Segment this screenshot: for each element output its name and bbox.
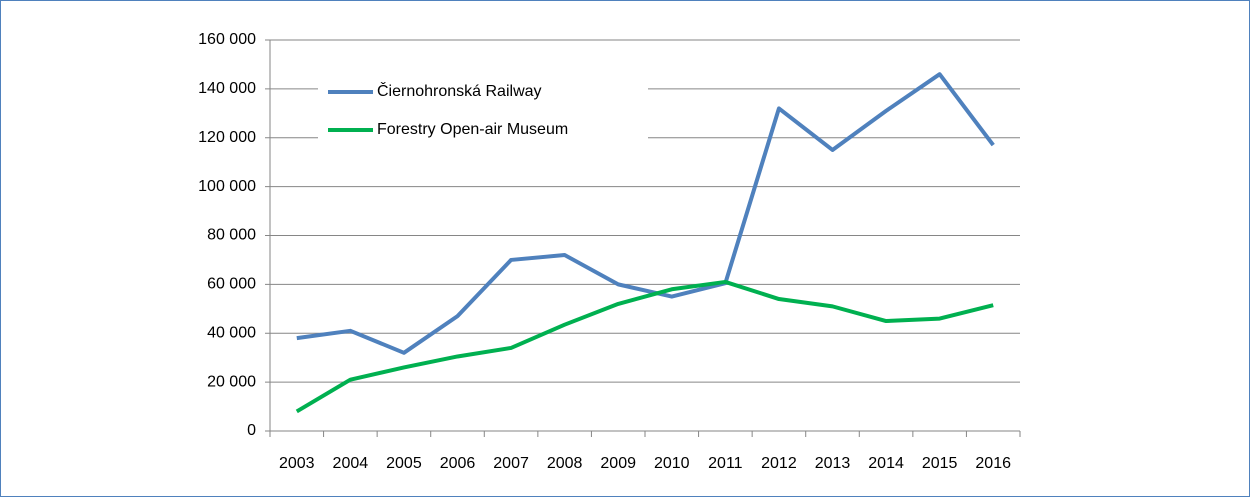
y-tick-label: 120 000 xyxy=(198,129,256,146)
series-line xyxy=(296,72,995,355)
y-tick-label: 160 000 xyxy=(198,31,256,48)
y-tick-label: 80 000 xyxy=(207,227,256,244)
y-tick-label: 20 000 xyxy=(207,373,256,390)
x-tick-label: 2003 xyxy=(279,455,315,472)
x-tick-label: 2009 xyxy=(600,455,636,472)
legend-box xyxy=(318,70,648,152)
y-tick-label: 140 000 xyxy=(198,80,256,97)
x-tick-label: 2007 xyxy=(493,455,529,472)
x-tick-label: 2005 xyxy=(386,455,422,472)
x-tick-label: 2006 xyxy=(440,455,476,472)
x-tick-label: 2010 xyxy=(654,455,690,472)
y-tick-label: 60 000 xyxy=(207,276,256,293)
x-tick-label: 2011 xyxy=(708,455,743,472)
x-tick-label: 2012 xyxy=(761,455,797,472)
y-tick-label: 0 xyxy=(247,422,256,439)
y-tick-label: 40 000 xyxy=(207,324,256,341)
x-tick-label: 2004 xyxy=(333,455,369,472)
x-tick-label: 2013 xyxy=(815,455,851,472)
legend-label: Forestry Open-air Museum xyxy=(377,121,568,138)
x-tick-label: 2016 xyxy=(975,455,1011,472)
x-tick-label: 2014 xyxy=(868,455,904,472)
legend-label: Čiernohronská Railway xyxy=(377,81,542,100)
y-tick-label: 100 000 xyxy=(198,178,256,195)
series-line xyxy=(295,279,994,414)
x-tick-label: 2015 xyxy=(922,455,958,472)
x-tick-label: 2008 xyxy=(547,455,583,472)
